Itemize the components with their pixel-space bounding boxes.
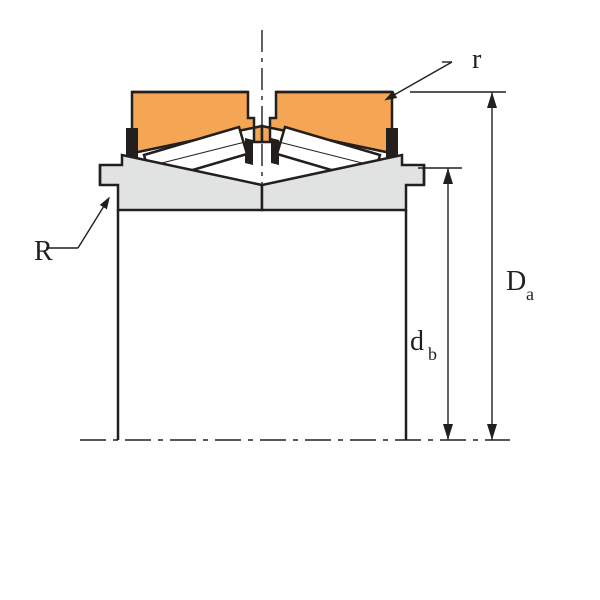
leader-R [78, 206, 104, 248]
cage-right [386, 128, 398, 158]
cage-left [126, 128, 138, 158]
svg-text:a: a [526, 284, 534, 304]
label-r: r [472, 44, 482, 75]
leader-r [394, 62, 452, 95]
label-R: R [34, 236, 53, 267]
bearing-diagram: Da db r R [0, 0, 600, 600]
svg-text:b: b [428, 344, 437, 364]
label-db: d [410, 326, 424, 357]
label-Da: D [506, 266, 526, 297]
